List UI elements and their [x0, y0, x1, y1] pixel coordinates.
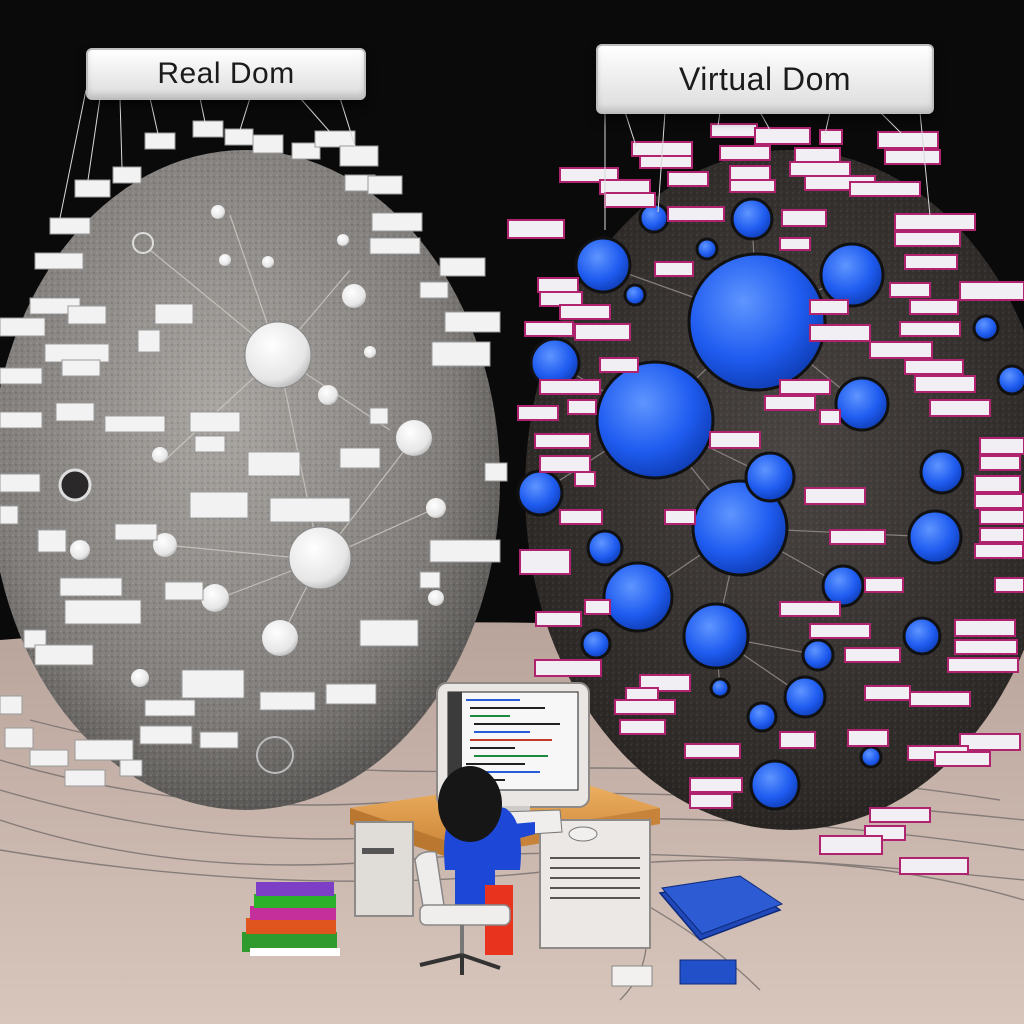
floor-device: [611, 965, 653, 987]
real-dom-nodes: [58, 205, 446, 774]
virtual-dom-element-tags: [507, 123, 1024, 875]
code-lines: [466, 699, 560, 781]
real-dom-sign: Real Dom: [86, 48, 366, 100]
virtual-dom-sign-strings: [604, 111, 931, 230]
real-dom-sign-strings: [59, 89, 356, 219]
virtual-dom-sign: Virtual Dom: [596, 44, 934, 114]
mouse: [568, 826, 598, 842]
blue-paper-stack: [611, 875, 784, 987]
blue-box: [679, 959, 737, 985]
desk-drawer: [354, 821, 414, 917]
book-stack: [242, 882, 340, 956]
real-dom-element-tags: [0, 120, 508, 787]
chair: [414, 850, 511, 975]
computer-tower: [539, 819, 651, 949]
virtual-dom-nodes: [516, 197, 1024, 811]
